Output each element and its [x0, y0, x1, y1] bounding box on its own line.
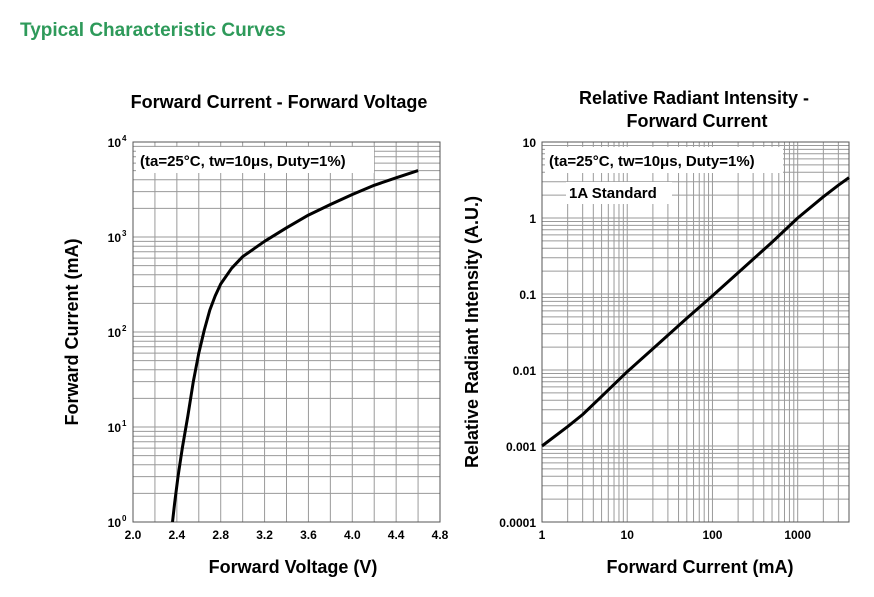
chart1-y-tick-exponent: 3 — [122, 229, 127, 238]
chart1-annotation-bg — [136, 147, 374, 173]
chart1-y-tick-label: 10 — [108, 326, 122, 340]
chart2-annotation2-bg — [566, 182, 672, 204]
chart2-x-axis-label: Forward Current (mA) — [606, 557, 793, 577]
chart1-y-tick-label: 10 — [108, 421, 122, 435]
chart1-y-tick-label: 10 — [108, 136, 122, 150]
chart1-x-ticks: 2.0 2.4 2.8 3.2 3.6 4.0 4.4 4.8 — [125, 528, 449, 542]
chart2-plot-frame — [541, 141, 850, 523]
chart2-title-line-1: Relative Radiant Intensity - — [579, 88, 809, 108]
chart2-annotation2: 1A Standard — [569, 185, 657, 202]
chart1-x-tick-label: 2.8 — [212, 528, 229, 542]
chart2-title-line-2: Forward Current — [626, 111, 767, 131]
chart2-annotation-bg — [545, 147, 783, 173]
chart2-y-tick-label: 0.01 — [513, 364, 537, 378]
page-heading: Typical Characteristic Curves — [20, 20, 286, 41]
chart2-y-tick-label: 0.001 — [506, 440, 536, 454]
chart1-x-tick-label: 4.0 — [344, 528, 361, 542]
chart2-y-ticks: 0.0001 0.001 0.01 0.1 1 10 — [499, 136, 536, 530]
chart1-series-line — [171, 169, 419, 523]
chart1-x-tick-label: 4.4 — [388, 528, 405, 542]
chart1-annotation: (ta=25°C, tw=10μs, Duty=1%) — [140, 153, 346, 170]
chart1-y-tick-label: 10 — [108, 231, 122, 245]
chart1-y-tick-exponent: 0 — [122, 514, 127, 523]
chart2-annotation: (ta=25°C, tw=10μs, Duty=1%) — [549, 153, 755, 170]
chart1-x-tick-label: 2.0 — [125, 528, 142, 542]
chart2-x-tick-label: 1 — [539, 528, 546, 542]
chart2-y-tick-label: 0.1 — [519, 288, 536, 302]
chart2-y-axis-label: Relative Radiant Intensity (A.U.) — [462, 196, 482, 468]
chart1-y-tick-exponent: 1 — [122, 419, 127, 428]
chart1-y-tick-exponent: 2 — [122, 324, 127, 333]
chart2-x-tick-label: 10 — [621, 528, 635, 542]
chart1-y-tick-exponent: 4 — [122, 134, 127, 143]
chart2-x-tick-label: 1000 — [784, 528, 811, 542]
chart2-y-tick-label: 0.0001 — [499, 516, 536, 530]
chart-forward-voltage: Forward Current - Forward Voltage (ta=25… — [62, 92, 449, 577]
chart1-x-tick-label: 4.8 — [432, 528, 449, 542]
chart-radiant-intensity: Relative Radiant Intensity - Forward Cur… — [462, 88, 850, 577]
chart1-plot-frame — [132, 141, 441, 523]
chart2-y-tick-label: 1 — [529, 212, 536, 226]
chart1-y-axis-label: Forward Current (mA) — [62, 238, 82, 425]
chart2-series-line — [541, 176, 850, 448]
chart1-x-tick-label: 2.4 — [169, 528, 186, 542]
chart1-x-tick-label: 3.6 — [300, 528, 317, 542]
chart2-x-ticks: 1 10 100 1000 — [539, 528, 812, 542]
chart1-x-tick-label: 3.2 — [256, 528, 273, 542]
chart2-x-tick-label: 100 — [702, 528, 722, 542]
chart2-y-tick-label: 10 — [523, 136, 537, 150]
chart1-y-tick-label: 10 — [108, 516, 122, 530]
chart1-x-axis-label: Forward Voltage (V) — [209, 557, 378, 577]
chart1-title: Forward Current - Forward Voltage — [131, 92, 428, 112]
